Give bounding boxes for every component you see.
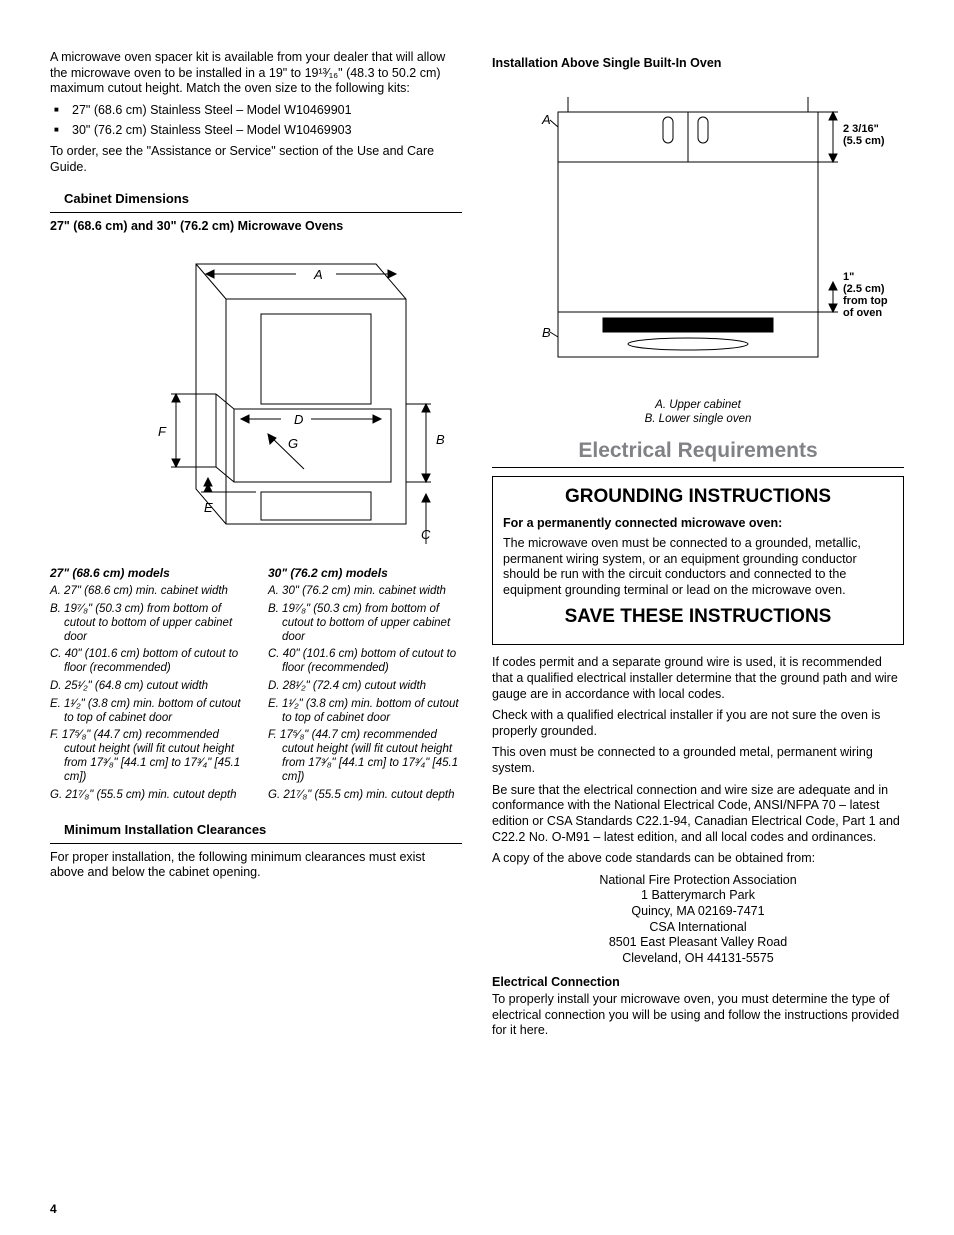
dimension-columns: 27" (68.6 cm) models A. 27" (68.6 cm) mi… xyxy=(50,566,462,806)
para-grounded: This oven must be connected to a grounde… xyxy=(492,745,904,776)
svg-text:1": 1" xyxy=(843,271,854,283)
save-head: SAVE THESE INSTRUCTIONS xyxy=(503,605,893,629)
cabinet-dimensions-head: Cabinet Dimensions xyxy=(50,189,462,212)
dim-item: C. 40" (101.6 cm) bottom of cutout to fl… xyxy=(268,648,462,676)
dim-item: E. 1¹⁄₂" (3.8 cm) min. bottom of cutout … xyxy=(50,698,244,726)
dim-item: C. 40" (101.6 cm) bottom of cutout to fl… xyxy=(50,648,244,676)
diagram-key: A. Upper cabinet B. Lower single oven xyxy=(492,398,904,427)
kit-list: 27" (68.6 cm) Stainless Steel – Model W1… xyxy=(50,103,462,138)
para-conform: Be sure that the electrical connection a… xyxy=(492,783,904,846)
dim-item: G. 21⁷⁄₈" (55.5 cm) min. cutout depth xyxy=(268,789,462,803)
install-above-head: Installation Above Single Built-In Oven xyxy=(492,56,904,72)
svg-text:B: B xyxy=(542,325,551,340)
kit-item: 27" (68.6 cm) Stainless Steel – Model W1… xyxy=(50,103,462,119)
dim-item: B. 19⁷⁄₈" (50.3 cm) from bottom of cutou… xyxy=(268,603,462,644)
dim-item: A. 30" (76.2 cm) min. cabinet width xyxy=(268,585,462,599)
electrical-requirements-head: Electrical Requirements xyxy=(492,438,904,467)
para-copy: A copy of the above code standards can b… xyxy=(492,851,904,867)
ec-text: To properly install your microwave oven,… xyxy=(492,992,904,1039)
dim27-list: A. 27" (68.6 cm) min. cabinet width B. 1… xyxy=(50,585,244,802)
dim-item: D. 25¹⁄₂" (64.8 cm) cutout width xyxy=(50,680,244,694)
dim30-list: A. 30" (76.2 cm) min. cabinet width B. 1… xyxy=(268,585,462,802)
dim-item: F. 17⁵⁄₈" (44.7 cm) recommended cutout h… xyxy=(268,729,462,784)
svg-text:A: A xyxy=(541,112,551,127)
svg-text:F: F xyxy=(158,424,167,439)
min-clearance-text: For proper installation, the following m… xyxy=(50,850,462,881)
grounding-head: GROUNDING INSTRUCTIONS xyxy=(503,485,893,509)
address-block: National Fire Protection Association 1 B… xyxy=(492,873,904,967)
svg-text:B: B xyxy=(436,432,445,447)
svg-text:D: D xyxy=(294,412,303,427)
cabinet-diagram: A B C D E F G xyxy=(50,244,462,554)
para-check: Check with a qualified electrical instal… xyxy=(492,708,904,739)
right-column: Installation Above Single Built-In Oven xyxy=(492,50,904,1045)
svg-text:of oven: of oven xyxy=(843,307,882,319)
perm-head: For a permanently connected microwave ov… xyxy=(503,516,893,532)
svg-text:from top: from top xyxy=(843,295,888,307)
svg-text:G: G xyxy=(288,436,298,451)
svg-text:(5.5 cm): (5.5 cm) xyxy=(843,135,885,147)
key-b: B. Lower single oven xyxy=(492,412,904,426)
svg-text:A: A xyxy=(313,267,323,282)
svg-text:2 3/16": 2 3/16" xyxy=(843,123,879,135)
left-column: A microwave oven spacer kit is available… xyxy=(50,50,462,1045)
dim-item: E. 1¹⁄₂" (3.8 cm) min. bottom of cutout … xyxy=(268,698,462,726)
dim-item: B. 19⁷⁄₈" (50.3 cm) from bottom of cutou… xyxy=(50,603,244,644)
dim-item: F. 17⁵⁄₈" (44.7 cm) recommended cutout h… xyxy=(50,729,244,784)
svg-text:C: C xyxy=(421,527,431,542)
key-a: A. Upper cabinet xyxy=(492,398,904,412)
dim-item: A. 27" (68.6 cm) min. cabinet width xyxy=(50,585,244,599)
perm-text: The microwave oven must be connected to … xyxy=(503,536,893,599)
order-note: To order, see the "Assistance or Service… xyxy=(50,144,462,175)
dim-item: D. 28¹⁄₂" (72.4 cm) cutout width xyxy=(268,680,462,694)
dim27-title: 27" (68.6 cm) models xyxy=(50,566,244,581)
install-diagram: 2 3/16" (5.5 cm) 1" (2.5 cm) from top of… xyxy=(492,82,904,427)
svg-text:(2.5 cm): (2.5 cm) xyxy=(843,283,885,295)
svg-text:E: E xyxy=(204,500,213,515)
kit-item: 30" (76.2 cm) Stainless Steel – Model W1… xyxy=(50,123,462,139)
page-number: 4 xyxy=(50,1202,57,1217)
grounding-box: GROUNDING INSTRUCTIONS For a permanently… xyxy=(492,476,904,646)
cabinet-sub: 27" (68.6 cm) and 30" (76.2 cm) Microwav… xyxy=(50,219,462,235)
para-codes: If codes permit and a separate ground wi… xyxy=(492,655,904,702)
ec-head: Electrical Connection xyxy=(492,975,904,991)
dim30-title: 30" (76.2 cm) models xyxy=(268,566,462,581)
intro-text: A microwave oven spacer kit is available… xyxy=(50,50,462,97)
min-clearance-head: Minimum Installation Clearances xyxy=(50,820,462,843)
dim-item: G. 21⁷⁄₈" (55.5 cm) min. cutout depth xyxy=(50,789,244,803)
